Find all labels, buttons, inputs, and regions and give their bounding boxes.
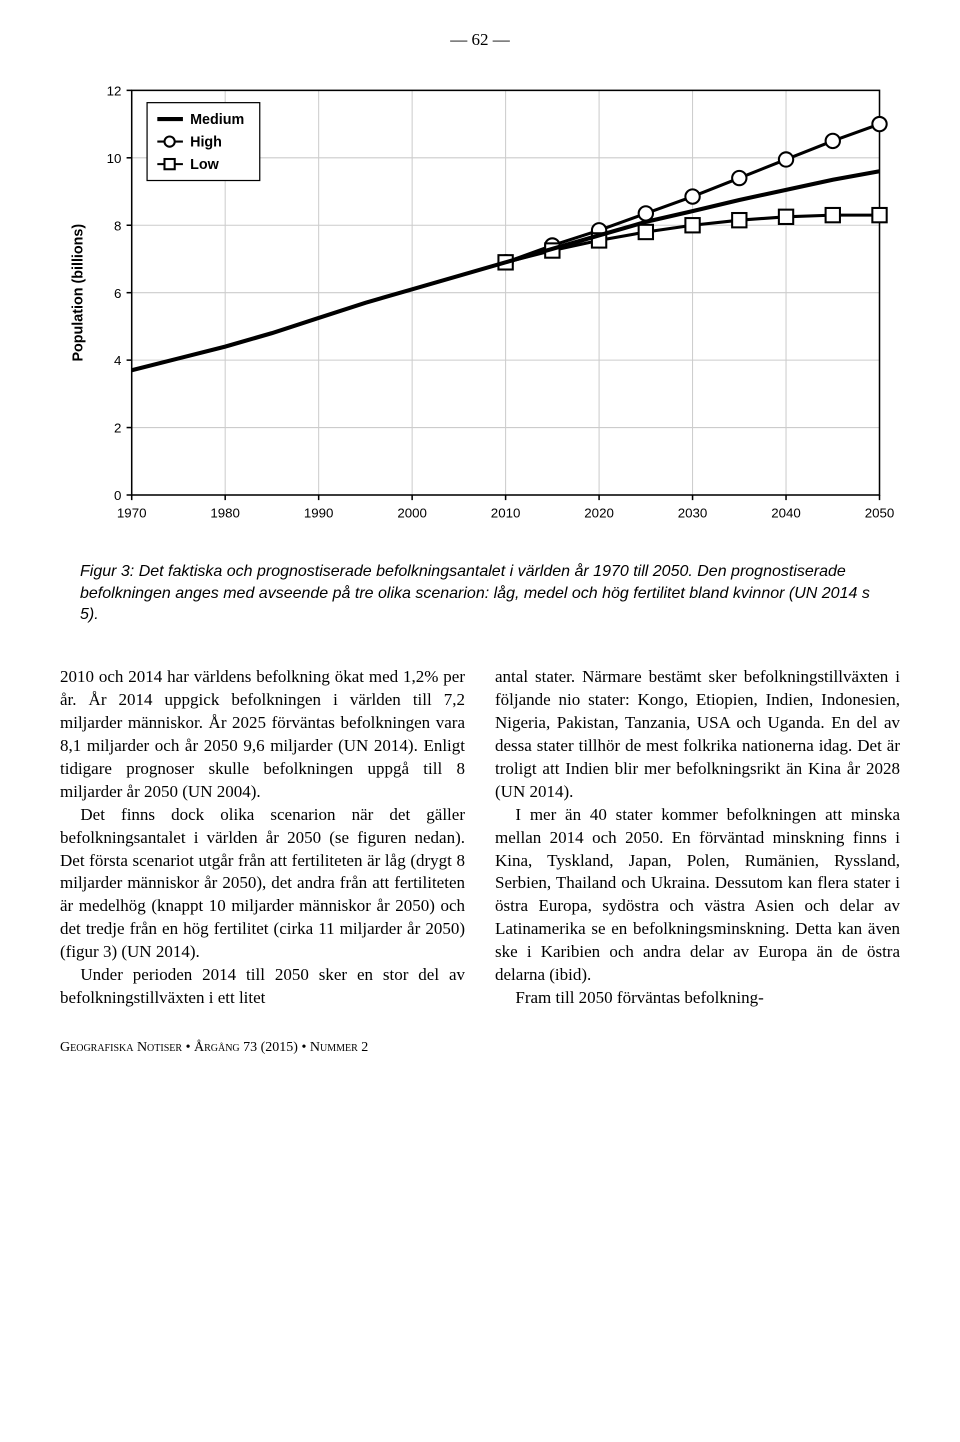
body-para: I mer än 40 stater kommer befolkningen a…: [495, 804, 900, 988]
footer-year-label: Årgång: [194, 1040, 240, 1055]
chart-svg: 0 2 4 6 8 10 12 1970 1980 1990 2000 2010 2020 2030 204…: [60, 75, 900, 546]
svg-text:Medium: Medium: [190, 112, 244, 128]
body-columns: 2010 och 2014 har världens befolkning ök…: [60, 666, 900, 1010]
body-para: Under perioden 2014 till 2050 sker en st…: [60, 964, 465, 1010]
page-footer: Geografiska Notiser • Årgång 73 (2015) •…: [60, 1040, 900, 1056]
population-chart: 0 2 4 6 8 10 12 1970 1980 1990 2000 2010 2020 2030 204…: [60, 75, 900, 546]
svg-text:12: 12: [107, 83, 122, 98]
footer-sep: •: [182, 1040, 194, 1055]
svg-text:2: 2: [114, 421, 121, 436]
svg-text:8: 8: [114, 218, 121, 233]
figure-caption: Figur 3: Det faktiska och prognostiserad…: [80, 561, 880, 626]
svg-text:2010: 2010: [491, 506, 521, 521]
svg-text:2000: 2000: [397, 506, 427, 521]
footer-volume: 73 (2015): [243, 1040, 298, 1055]
body-para: Det finns dock olika scenarion när det g…: [60, 804, 465, 965]
svg-text:2030: 2030: [678, 506, 708, 521]
body-para: Fram till 2050 förväntas befolkning-: [495, 987, 900, 1010]
svg-text:4: 4: [114, 353, 121, 368]
column-right: antal stater. Närmare bestämt sker befol…: [495, 666, 900, 1010]
column-left: 2010 och 2014 har världens befolkning ök…: [60, 666, 465, 1010]
body-para: 2010 och 2014 har världens befolkning ök…: [60, 666, 465, 804]
svg-text:2020: 2020: [584, 506, 614, 521]
svg-text:High: High: [190, 135, 222, 151]
svg-text:1990: 1990: [304, 506, 334, 521]
footer-sep: •: [298, 1040, 310, 1055]
svg-text:1980: 1980: [210, 506, 240, 521]
footer-issue: 2: [361, 1040, 368, 1055]
svg-text:Low: Low: [190, 157, 220, 173]
svg-text:0: 0: [114, 488, 121, 503]
page-number: — 62 —: [60, 30, 900, 50]
svg-text:Population (billions): Population (billions): [71, 224, 87, 362]
footer-issue-label: Nummer: [310, 1040, 358, 1055]
svg-text:1970: 1970: [117, 506, 147, 521]
svg-text:2050: 2050: [865, 506, 895, 521]
footer-journal: Geografiska Notiser: [60, 1040, 182, 1055]
svg-text:2040: 2040: [771, 506, 801, 521]
svg-text:10: 10: [107, 151, 122, 166]
body-para: antal stater. Närmare bestämt sker befol…: [495, 666, 900, 804]
svg-text:6: 6: [114, 286, 121, 301]
